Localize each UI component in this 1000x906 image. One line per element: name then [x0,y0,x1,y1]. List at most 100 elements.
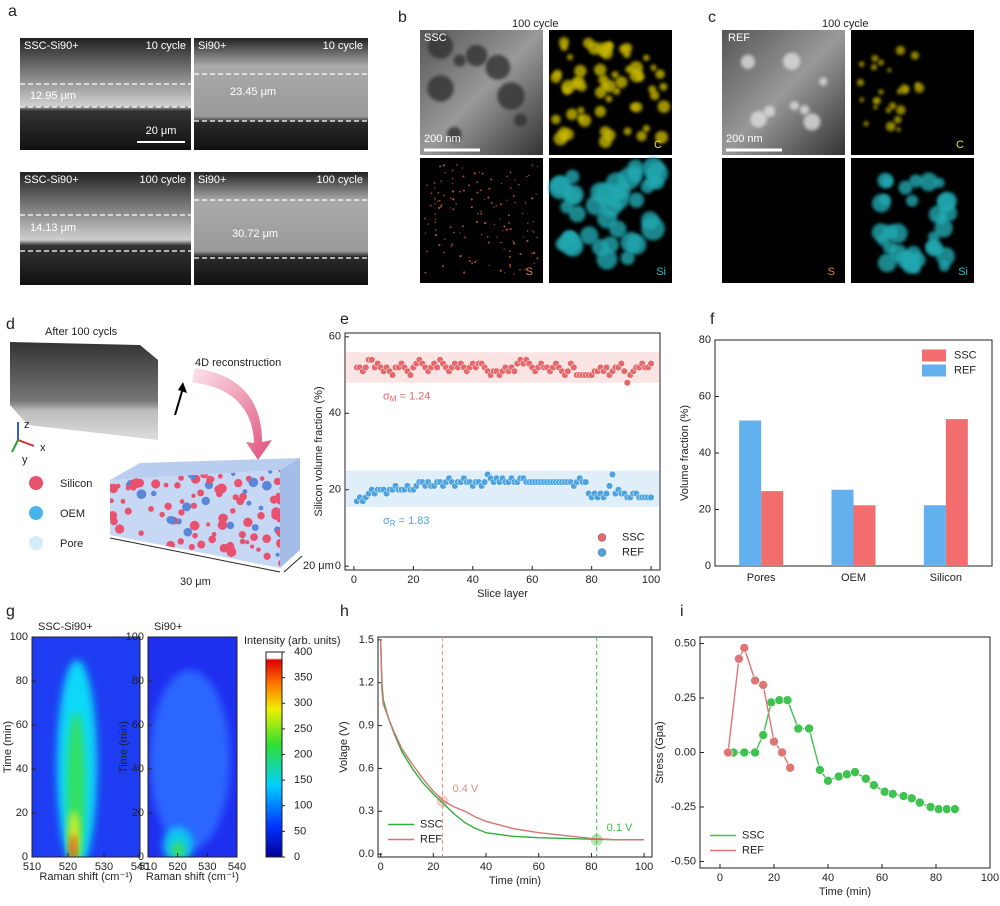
y-axis-label: Stress (Gpa) [654,721,666,783]
texture [120,498,126,504]
eds-texture [424,33,671,275]
texture [533,262,536,265]
panel-label: g [6,603,15,620]
texture [433,182,436,184]
texture [136,489,147,499]
colorbar-tick-label: 200 [294,748,312,760]
x-tick-label: 40 [822,872,834,884]
texture [427,75,454,102]
heatmap-features [150,670,230,857]
y-tick-label: 20 [699,503,711,515]
texture [519,269,521,271]
texture [605,95,613,103]
texture [898,180,913,195]
texture [526,239,529,243]
y-tick-label: 60 [132,719,144,731]
texture [463,271,466,274]
texture [934,177,945,188]
dimension-label: 30 μm [180,576,211,588]
texture [899,84,910,95]
texture [167,516,176,525]
texture [197,540,206,549]
y-tick-label: -0.25 [671,801,696,813]
texture [495,204,498,207]
texture [459,254,462,258]
x-tick-label: 60 [526,574,538,586]
data-point [433,363,441,371]
texture [740,54,755,69]
texture [262,534,272,544]
texture [598,134,612,149]
thickness-label: 14.13 μm [30,222,76,234]
x-tick-label: 530 [95,861,113,873]
thickness-label: 30.72 μm [232,228,278,240]
texture [206,522,211,527]
colorbar-tick-label: 150 [294,774,312,786]
annotation: σM = 1.24 [383,391,430,404]
legend-label: REF [742,844,764,856]
data-point [860,773,871,784]
texture [500,182,503,185]
data-point [388,371,397,379]
texture [501,242,503,244]
texture [873,104,878,110]
texture [512,242,516,245]
texture [524,268,527,271]
texture [509,171,512,174]
texture [439,165,442,168]
texture [449,207,451,209]
texture [819,77,828,86]
data-point [941,804,952,814]
data-point [850,767,860,777]
texture [878,59,885,66]
texture [258,505,264,511]
y-tick-label: 40 [132,763,144,775]
panel-a: a 20 μm SSC-Si90+ 10 cycle 12.95 μm Si90… [8,3,368,285]
colorbar-tick-label: 300 [294,697,312,709]
texture [888,102,897,110]
texture [125,485,131,491]
texture [870,64,878,71]
texture [452,198,455,201]
marker [436,795,449,808]
data-point [933,804,944,814]
bar [923,505,946,566]
panel-d: d After 100 cycls 4D reconstruction z x … [6,316,334,588]
data-point [914,797,925,808]
texture [164,502,172,511]
data-point [582,478,590,486]
series-line [379,639,645,841]
bar [831,489,854,566]
texture [456,164,458,166]
texture [908,174,923,188]
texture [212,559,218,565]
texture [628,192,645,208]
panel-label: b [398,9,407,26]
texture [182,502,192,512]
texture [197,489,205,497]
data-point [750,675,760,686]
panel-c: c 100 cycle 200 nm REF C S Si [708,9,974,283]
texture [885,121,896,132]
element-label: C [654,139,662,151]
y-tick-label: 0.25 [675,692,696,704]
texture [499,203,502,206]
data-point [833,771,844,782]
texture [934,219,953,238]
y-axis-label: Volage (V) [338,721,350,772]
texture [595,182,619,206]
texture [447,126,462,142]
data-point [750,747,760,758]
texture [434,197,436,200]
texture [620,250,635,266]
x-axis-label: Raman shift (cm⁻¹) [146,871,239,883]
texture [925,240,939,253]
data-point [758,730,768,740]
texture [438,199,441,202]
texture [190,502,197,509]
texture [486,235,489,238]
texture [627,166,644,183]
texture [910,51,920,60]
texture [275,552,280,557]
arrow-label: 4D reconstruction [195,357,281,369]
